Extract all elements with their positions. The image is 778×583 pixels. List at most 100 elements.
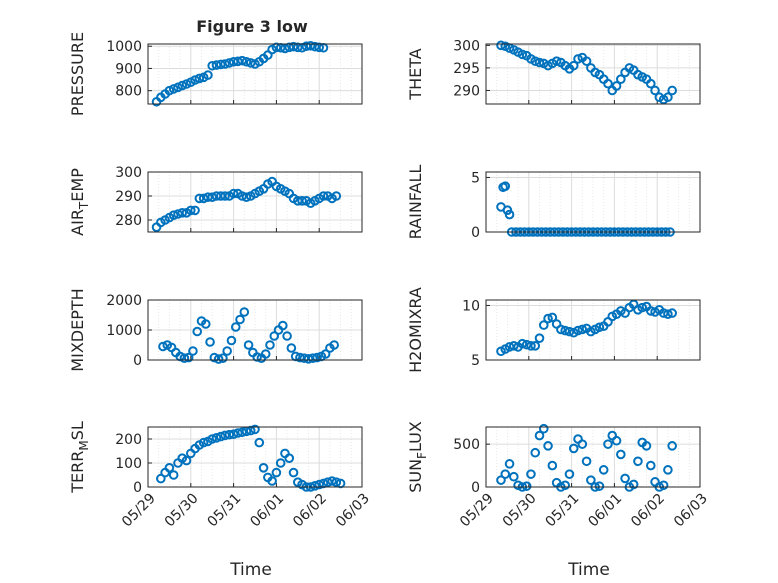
panel-3-data-point (186, 205, 196, 216)
panel-5-axes-border (147, 299, 363, 361)
panel-1-data-point (215, 59, 226, 70)
panel-1-data-point (228, 56, 239, 67)
panel-8-data-point (509, 471, 519, 482)
panel-8-data-point (633, 456, 643, 467)
panel-3-data-point (207, 192, 217, 202)
panel-3-data-point (168, 210, 179, 220)
panel-1-data-point (194, 73, 205, 84)
panel-8-data-point (530, 447, 541, 458)
panel-5-ytick-label: 1000 (106, 323, 142, 339)
panel-5-data-point (239, 307, 250, 317)
panel-8-data-point (547, 460, 558, 471)
panel-6-data-point (543, 313, 553, 324)
panel-6-data-point (564, 326, 575, 337)
panel-8-axes-border (485, 426, 701, 488)
panel-5-data-point (265, 340, 275, 350)
panel-8-data-point (560, 480, 570, 491)
panel-3-data-point (177, 208, 188, 218)
panel-1-data-point (207, 60, 217, 71)
panel-5-data-point (183, 352, 194, 363)
panel-1-ytick-label: 900 (115, 61, 142, 77)
panel-8-data-point (577, 439, 588, 449)
panel-7-xtick-label: 06/03 (333, 491, 373, 531)
panel-8-data-point (521, 481, 532, 491)
panel-7-xtick-label: 05/30 (162, 491, 202, 531)
panel-1-ytick-label: 800 (115, 84, 142, 100)
panel-6-data-point (538, 320, 549, 330)
panel-2-data-point (573, 54, 583, 64)
panel-3-data-point (190, 205, 200, 216)
panel-3-axes-border (147, 171, 363, 233)
panel-7-data-point (215, 431, 226, 442)
panel-7-xlabel: Time (229, 560, 272, 580)
panel-6-data-point (667, 308, 677, 318)
panel-7-xtick-label: 05/31 (205, 491, 245, 531)
panel-3-ylabel: AIRTEMP (68, 168, 91, 236)
panel-6-data-point (530, 341, 541, 351)
panel-3-ytick-label: 280 (115, 213, 142, 229)
panel-6-data-point (556, 324, 566, 335)
panel-8-xtick-label: 06/01 (585, 491, 625, 531)
panel-2-data-point (581, 56, 592, 66)
panel-1-data-point (310, 41, 320, 52)
panel-3-ytick-label: 290 (115, 189, 142, 205)
panel-1-data-point (237, 55, 247, 66)
panel-8-xtick-label: 06/02 (628, 491, 668, 531)
panel-2-axes-border (485, 43, 701, 105)
panel-7-ytick-label: 200 (115, 432, 142, 448)
panel-8-data-point (543, 441, 553, 451)
panel-3-data-point (297, 196, 307, 206)
panel-8-data-point (568, 443, 579, 454)
panel-6-data-point (521, 339, 532, 350)
panel-8-data-point (598, 465, 609, 475)
panel-5-data-point (158, 341, 168, 352)
panel-5-data-point (282, 331, 292, 341)
panel-5-ytick-label: 2000 (106, 293, 142, 309)
panel-8-data-point (603, 439, 613, 449)
panel-5-data-point (192, 326, 203, 337)
panel-1-data-point (211, 60, 222, 70)
panel-6-data-point (560, 325, 570, 336)
panel-7-data-point (207, 434, 217, 444)
panel-8-data-point (667, 441, 677, 451)
panel-7-data-point (327, 476, 337, 486)
panel-7-data-point (310, 481, 320, 491)
panel-7-data-point (271, 467, 282, 478)
panel-7-data-point (198, 437, 209, 448)
panel-2-data-point (650, 85, 660, 96)
panel-7-xtick-label: 06/02 (290, 491, 330, 531)
panel-3-ytick-label: 300 (115, 165, 142, 181)
panel-6-data-point (577, 324, 588, 335)
panel-8-xtick-label: 05/31 (543, 491, 583, 531)
panel-8-data-point (526, 469, 536, 479)
panel-1-ylabel: PRESSURE (68, 32, 87, 116)
panel-8-data-point (658, 480, 669, 491)
panel-8-data-point (641, 441, 652, 451)
panel-7-data-point (224, 429, 235, 440)
panel-4-data-point (500, 181, 511, 191)
panel-7-data-point (220, 430, 230, 441)
panel-5-data-point (320, 349, 331, 359)
panel-8-ytick-label: 500 (453, 437, 480, 453)
panel-1-ytick-label: 1000 (106, 39, 142, 55)
panel-8-data-point (581, 456, 592, 467)
panel-2-data-point (551, 56, 562, 66)
panel-7-xtick-label: 06/01 (247, 491, 287, 531)
panel-5-data-point (213, 354, 224, 364)
panel-3-data-point (198, 193, 209, 204)
panel-8-data-point (564, 469, 575, 479)
panel-2-ylabel: THETA (406, 48, 425, 100)
panel-5-data-point (260, 349, 271, 359)
panel-5-ylabel: MIXDEPTH (68, 288, 87, 371)
chart-title: Figure 3 low (196, 17, 308, 36)
panel-3-data-point (318, 191, 329, 201)
panel-7-data-point (211, 433, 222, 443)
panel-1-data-point (288, 41, 299, 52)
panel-8-data-point (645, 460, 656, 471)
panel-8-ylabel: SUNFLUX (406, 421, 429, 493)
panel-7-data-point (168, 470, 179, 480)
panel-3-data-point (241, 192, 252, 202)
panel-8-data-point (496, 475, 506, 485)
panel-7-data-point (156, 473, 166, 484)
